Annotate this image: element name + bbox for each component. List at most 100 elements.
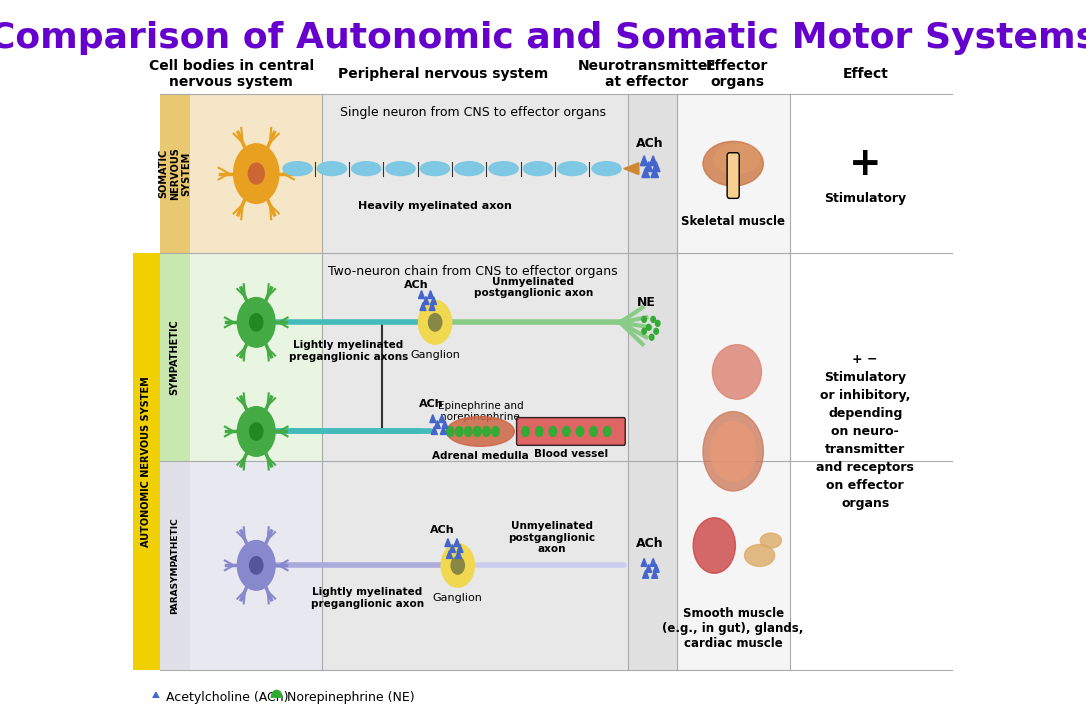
Text: + −
Stimulatory
or inhibitory,
depending
on neuro-
transmitter
and receptors
on : + − Stimulatory or inhibitory, depending… <box>817 353 914 510</box>
Text: Ganglion: Ganglion <box>433 593 482 603</box>
Polygon shape <box>641 558 647 566</box>
Text: Acetylcholine (ACh): Acetylcholine (ACh) <box>166 691 289 704</box>
Polygon shape <box>430 415 435 422</box>
Circle shape <box>238 541 275 590</box>
Polygon shape <box>434 420 440 429</box>
Circle shape <box>590 427 597 436</box>
Polygon shape <box>418 291 425 298</box>
Ellipse shape <box>760 533 782 548</box>
Polygon shape <box>651 168 658 177</box>
Circle shape <box>429 313 442 331</box>
Text: Effector
organs: Effector organs <box>706 59 768 89</box>
Polygon shape <box>653 565 659 572</box>
Ellipse shape <box>745 544 774 566</box>
Circle shape <box>577 427 584 436</box>
Polygon shape <box>645 162 653 172</box>
Text: SOMATIC
NERVOUS
SYSTEM: SOMATIC NERVOUS SYSTEM <box>159 147 191 200</box>
FancyBboxPatch shape <box>190 461 321 670</box>
Ellipse shape <box>715 144 759 174</box>
Polygon shape <box>454 539 460 546</box>
Circle shape <box>465 427 472 436</box>
Ellipse shape <box>523 162 553 175</box>
Circle shape <box>272 691 282 704</box>
Circle shape <box>473 427 481 436</box>
Circle shape <box>522 427 529 436</box>
Polygon shape <box>623 163 639 175</box>
Ellipse shape <box>317 162 346 175</box>
Circle shape <box>550 427 557 436</box>
Text: Cell bodies in central
nervous system: Cell bodies in central nervous system <box>149 59 314 89</box>
Circle shape <box>446 427 454 436</box>
FancyBboxPatch shape <box>321 94 628 253</box>
Text: Adrenal medulla: Adrenal medulla <box>432 451 529 461</box>
Text: Stimulatory: Stimulatory <box>824 192 907 205</box>
Circle shape <box>642 316 646 322</box>
Ellipse shape <box>592 162 621 175</box>
Circle shape <box>642 328 646 334</box>
Ellipse shape <box>710 422 756 481</box>
Circle shape <box>455 427 463 436</box>
Circle shape <box>651 316 656 322</box>
Circle shape <box>492 427 500 436</box>
Circle shape <box>250 314 263 331</box>
Text: NE: NE <box>637 296 656 309</box>
Text: Lightly myelinated
preganglionic axon: Lightly myelinated preganglionic axon <box>311 587 424 609</box>
Ellipse shape <box>703 142 763 186</box>
Ellipse shape <box>446 417 515 446</box>
Circle shape <box>654 328 658 334</box>
Circle shape <box>451 557 465 574</box>
Ellipse shape <box>455 162 484 175</box>
Circle shape <box>649 334 654 340</box>
Polygon shape <box>440 427 446 434</box>
FancyBboxPatch shape <box>160 253 190 461</box>
Polygon shape <box>651 558 656 566</box>
Polygon shape <box>652 570 658 578</box>
Circle shape <box>238 407 275 456</box>
Circle shape <box>238 298 275 347</box>
Text: Smooth muscle
(e.g., in gut), glands,
cardiac muscle: Smooth muscle (e.g., in gut), glands, ca… <box>662 607 804 650</box>
Circle shape <box>249 163 264 184</box>
FancyBboxPatch shape <box>321 253 628 461</box>
Text: Norepinephrine (NE): Norepinephrine (NE) <box>287 691 415 704</box>
Text: Lightly myelinated
preganglionic axons: Lightly myelinated preganglionic axons <box>289 340 408 362</box>
FancyBboxPatch shape <box>628 461 677 670</box>
Polygon shape <box>429 303 435 310</box>
Text: Neurotransmitter
at effector: Neurotransmitter at effector <box>578 59 715 89</box>
Circle shape <box>563 427 570 436</box>
Text: AUTONOMIC NERVOUS SYSTEM: AUTONOMIC NERVOUS SYSTEM <box>141 376 151 546</box>
Polygon shape <box>445 539 451 546</box>
Polygon shape <box>641 156 648 165</box>
Ellipse shape <box>703 412 763 491</box>
Circle shape <box>693 517 735 573</box>
Text: Skeletal muscle: Skeletal muscle <box>681 215 785 228</box>
Polygon shape <box>643 570 648 578</box>
FancyBboxPatch shape <box>677 253 790 670</box>
FancyBboxPatch shape <box>160 94 190 253</box>
Text: Comparison of Autonomic and Somatic Motor Systems: Comparison of Autonomic and Somatic Moto… <box>0 20 1086 55</box>
Polygon shape <box>457 544 463 553</box>
Polygon shape <box>649 156 657 165</box>
Ellipse shape <box>352 162 381 175</box>
FancyBboxPatch shape <box>321 461 628 670</box>
Polygon shape <box>642 168 649 177</box>
Text: Peripheral nervous system: Peripheral nervous system <box>338 68 547 82</box>
FancyBboxPatch shape <box>677 94 790 253</box>
Polygon shape <box>424 296 429 305</box>
Polygon shape <box>431 427 438 434</box>
Text: Heavily myelinated axon: Heavily myelinated axon <box>358 201 512 211</box>
Ellipse shape <box>557 162 586 175</box>
Text: Two-neuron chain from CNS to effector organs: Two-neuron chain from CNS to effector or… <box>328 265 618 278</box>
FancyBboxPatch shape <box>517 417 626 446</box>
Text: Unmyelinated
postganglionic axon: Unmyelinated postganglionic axon <box>473 277 593 298</box>
Text: SYMPATHETIC: SYMPATHETIC <box>169 319 180 395</box>
Text: Effect: Effect <box>843 68 888 82</box>
Circle shape <box>646 325 651 330</box>
Circle shape <box>441 543 475 587</box>
Ellipse shape <box>712 345 761 399</box>
Circle shape <box>250 423 263 440</box>
Text: +: + <box>849 144 882 182</box>
Polygon shape <box>442 420 447 429</box>
Text: Epinephrine and
norepinephrine: Epinephrine and norepinephrine <box>438 401 523 422</box>
Circle shape <box>233 144 279 203</box>
Polygon shape <box>428 291 433 298</box>
